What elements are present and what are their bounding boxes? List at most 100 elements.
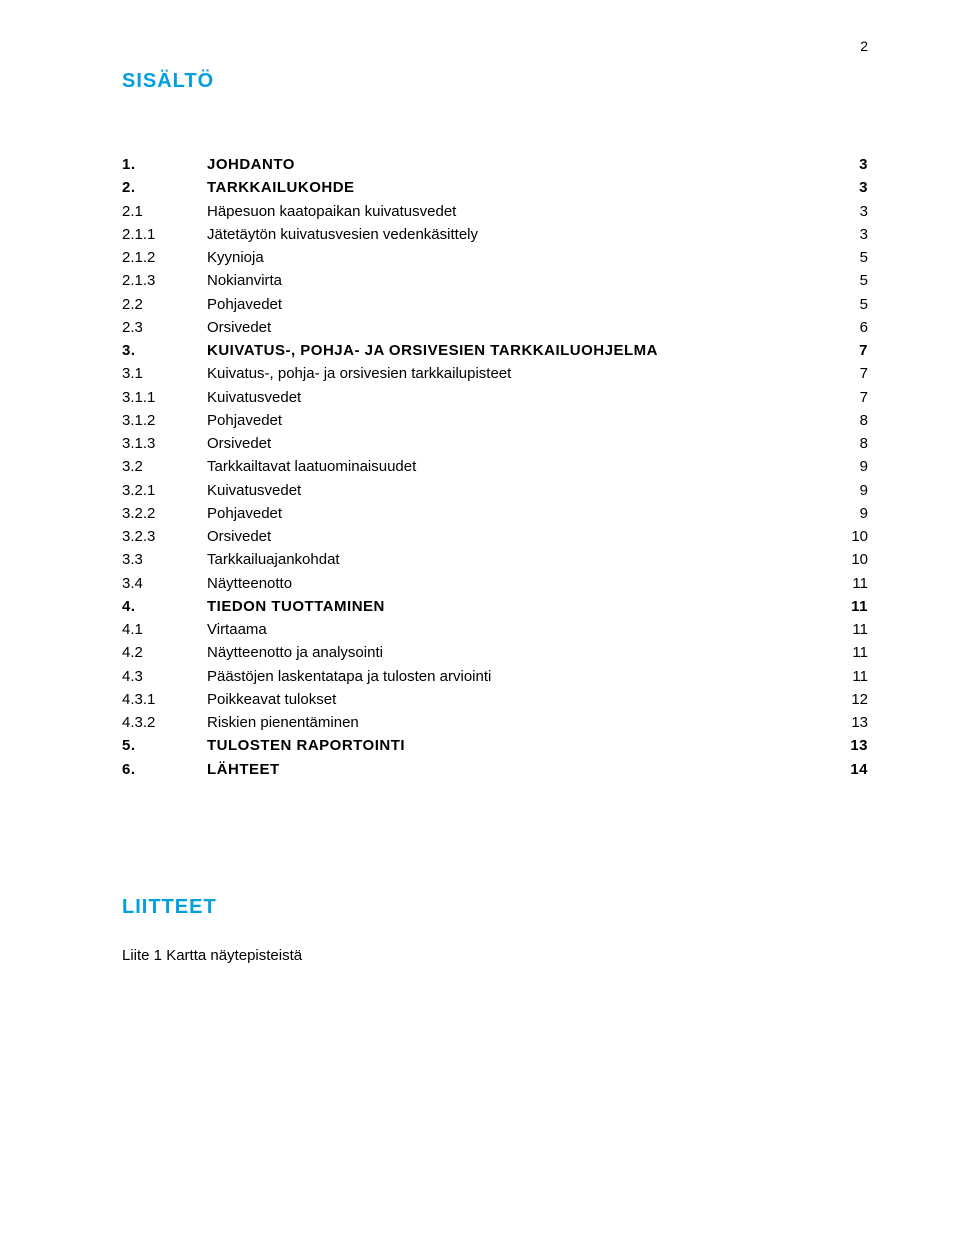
toc-row: 3.2.1Kuivatusvedet9 xyxy=(122,479,868,502)
toc-entry-title: Pohjavedet xyxy=(207,409,828,432)
toc-row: 2.3Orsivedet6 xyxy=(122,316,868,339)
toc-row: 3.4Näytteenotto11 xyxy=(122,572,868,595)
toc-row: 3.2.2Pohjavedet9 xyxy=(122,502,868,525)
toc-entry-page: 11 xyxy=(828,641,868,664)
toc-row: 5.TULOSTEN RAPORTOINTI13 xyxy=(122,734,868,757)
toc-entry-title: Virtaama xyxy=(207,618,828,641)
attachments-list: Liite 1 Kartta näytepisteistä xyxy=(122,947,868,964)
toc-row: 2.1.2Kyynioja5 xyxy=(122,246,868,269)
toc-entry-title: Pohjavedet xyxy=(207,293,828,316)
toc-row: 2.TARKKAILUKOHDE3 xyxy=(122,176,868,199)
toc-entry-page: 13 xyxy=(828,711,868,734)
toc-entry-title: Nokianvirta xyxy=(207,269,828,292)
toc-entry-title: LÄHTEET xyxy=(207,758,828,781)
toc-entry-page: 14 xyxy=(828,758,868,781)
toc-row: 3.2Tarkkailtavat laatuominaisuudet9 xyxy=(122,455,868,478)
toc-entry-page: 3 xyxy=(828,200,868,223)
toc-entry-number: 2.2 xyxy=(122,293,207,316)
toc-entry-number: 2.1.2 xyxy=(122,246,207,269)
toc-row: 1.JOHDANTO3 xyxy=(122,153,868,176)
toc-entry-title: Näytteenotto xyxy=(207,572,828,595)
toc-entry-number: 2.3 xyxy=(122,316,207,339)
toc-entry-title: Jätetäytön kuivatusvesien vedenkäsittely xyxy=(207,223,828,246)
toc-entry-title: Orsivedet xyxy=(207,316,828,339)
toc-entry-title: Orsivedet xyxy=(207,525,828,548)
toc-entry-page: 12 xyxy=(828,688,868,711)
toc-row: 3.KUIVATUS-, POHJA- JA ORSIVESIEN TARKKA… xyxy=(122,339,868,362)
toc-entry-page: 10 xyxy=(828,548,868,571)
toc-row: 3.1.2Pohjavedet8 xyxy=(122,409,868,432)
toc-entry-number: 3.1.2 xyxy=(122,409,207,432)
toc-entry-title: Päästöjen laskentatapa ja tulosten arvio… xyxy=(207,665,828,688)
toc-entry-page: 7 xyxy=(828,386,868,409)
toc-entry-title: Tarkkailtavat laatuominaisuudet xyxy=(207,455,828,478)
toc-entry-page: 9 xyxy=(828,479,868,502)
toc-entry-page: 10 xyxy=(828,525,868,548)
toc-entry-number: 6. xyxy=(122,758,207,781)
toc-entry-page: 5 xyxy=(828,246,868,269)
toc-entry-page: 6 xyxy=(828,316,868,339)
toc-entry-title: Kyynioja xyxy=(207,246,828,269)
toc-entry-number: 3.3 xyxy=(122,548,207,571)
toc-row: 4.2Näytteenotto ja analysointi11 xyxy=(122,641,868,664)
toc-entry-number: 5. xyxy=(122,734,207,757)
toc-entry-page: 9 xyxy=(828,502,868,525)
toc-entry-page: 3 xyxy=(828,176,868,199)
toc-entry-number: 3.2.2 xyxy=(122,502,207,525)
toc-row: 3.1Kuivatus-, pohja- ja orsivesien tarkk… xyxy=(122,362,868,385)
toc-entry-number: 3.2.1 xyxy=(122,479,207,502)
toc-entry-number: 3. xyxy=(122,339,207,362)
toc-entry-number: 4.3.1 xyxy=(122,688,207,711)
toc-entry-number: 4.3.2 xyxy=(122,711,207,734)
toc-row: 3.3Tarkkailuajankohdat10 xyxy=(122,548,868,571)
toc-row: 4.3Päästöjen laskentatapa ja tulosten ar… xyxy=(122,665,868,688)
toc-row: 3.2.3Orsivedet10 xyxy=(122,525,868,548)
attachment-line: Liite 1 Kartta näytepisteistä xyxy=(122,947,868,964)
toc-entry-number: 4.3 xyxy=(122,665,207,688)
toc-entry-title: Tarkkailuajankohdat xyxy=(207,548,828,571)
toc-entry-number: 1. xyxy=(122,153,207,176)
toc-entry-page: 5 xyxy=(828,293,868,316)
toc-row: 3.1.3Orsivedet8 xyxy=(122,432,868,455)
toc-entry-page: 11 xyxy=(828,572,868,595)
toc-entry-number: 2.1 xyxy=(122,200,207,223)
toc-entry-title: Kuivatus-, pohja- ja orsivesien tarkkail… xyxy=(207,362,828,385)
page-content: SISÄLTÖ 1.JOHDANTO32.TARKKAILUKOHDE32.1H… xyxy=(0,0,960,964)
toc-entry-title: Orsivedet xyxy=(207,432,828,455)
toc-entry-number: 2. xyxy=(122,176,207,199)
toc-entry-title: Häpesuon kaatopaikan kuivatusvedet xyxy=(207,200,828,223)
toc-row: 2.1.1Jätetäytön kuivatusvesien vedenkäsi… xyxy=(122,223,868,246)
toc-row: 3.1.1Kuivatusvedet7 xyxy=(122,386,868,409)
attachments-heading: LIITTEET xyxy=(122,896,868,919)
toc-entry-number: 4. xyxy=(122,595,207,618)
toc-entry-title: JOHDANTO xyxy=(207,153,828,176)
toc-entry-number: 3.1.3 xyxy=(122,432,207,455)
toc-entry-number: 3.4 xyxy=(122,572,207,595)
toc-row: 4.3.1Poikkeavat tulokset12 xyxy=(122,688,868,711)
toc-entry-title: Pohjavedet xyxy=(207,502,828,525)
toc-entry-title: Riskien pienentäminen xyxy=(207,711,828,734)
toc-entry-page: 9 xyxy=(828,455,868,478)
toc-entry-title: TIEDON TUOTTAMINEN xyxy=(207,595,828,618)
toc-row: 2.2Pohjavedet5 xyxy=(122,293,868,316)
toc-entry-title: Poikkeavat tulokset xyxy=(207,688,828,711)
toc-entry-page: 11 xyxy=(828,665,868,688)
toc-row: 4.TIEDON TUOTTAMINEN11 xyxy=(122,595,868,618)
toc-entry-page: 13 xyxy=(828,734,868,757)
toc-entry-number: 2.1.1 xyxy=(122,223,207,246)
toc-entry-page: 7 xyxy=(828,339,868,362)
toc-entry-title: TARKKAILUKOHDE xyxy=(207,176,828,199)
toc-entry-number: 3.2.3 xyxy=(122,525,207,548)
toc-entry-title: Näytteenotto ja analysointi xyxy=(207,641,828,664)
toc-entry-page: 3 xyxy=(828,153,868,176)
table-of-contents: 1.JOHDANTO32.TARKKAILUKOHDE32.1Häpesuon … xyxy=(122,153,868,781)
toc-row: 4.3.2Riskien pienentäminen13 xyxy=(122,711,868,734)
toc-entry-title: TULOSTEN RAPORTOINTI xyxy=(207,734,828,757)
toc-entry-number: 3.2 xyxy=(122,455,207,478)
toc-entry-number: 3.1 xyxy=(122,362,207,385)
toc-row: 2.1.3Nokianvirta5 xyxy=(122,269,868,292)
toc-heading: SISÄLTÖ xyxy=(122,70,868,93)
toc-entry-title: KUIVATUS-, POHJA- JA ORSIVESIEN TARKKAIL… xyxy=(207,339,828,362)
toc-entry-page: 11 xyxy=(828,618,868,641)
toc-row: 2.1Häpesuon kaatopaikan kuivatusvedet3 xyxy=(122,200,868,223)
